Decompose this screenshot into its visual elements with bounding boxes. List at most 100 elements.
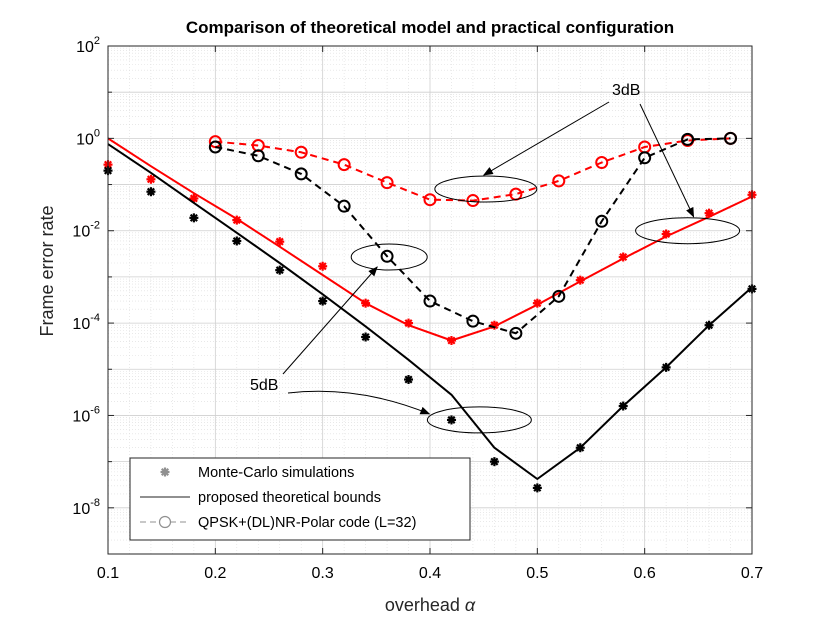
x-tick-label: 0.7 <box>741 565 763 582</box>
qpsk-dl-nr-polar-code-l-32-3db-point <box>337 158 351 172</box>
legend-box <box>129 457 471 541</box>
qpsk-dl-nr-polar-code-l-32-5db-point <box>595 214 609 228</box>
y-tick-label: 10-2 <box>72 220 100 241</box>
arrow-3db-a <box>482 101 610 176</box>
x-tick-label: 0.1 <box>97 565 119 582</box>
star-stroke <box>146 187 155 196</box>
y-tick-exponent: -8 <box>90 497 100 509</box>
qpsk-dl-nr-polar-code-l-32-5db-point <box>724 131 738 145</box>
qpsk-dl-nr-polar-code-l-32-5db-point <box>251 149 265 163</box>
proposed-theoretical-bounds-5db-line <box>107 143 753 480</box>
arrow-5db-a <box>282 266 378 375</box>
x-tick-label: 0.6 <box>634 565 656 582</box>
x-tick-label: 0.5 <box>526 565 548 582</box>
x-axis-label-symbol: α <box>465 595 476 615</box>
y-tick-exponent: -2 <box>90 220 100 232</box>
qpsk-dl-nr-polar-code-l-32-3db-point <box>380 176 394 190</box>
star-stroke <box>361 332 370 342</box>
monte-carlo-simulations-5db-point <box>275 265 285 275</box>
star-stroke <box>146 175 155 184</box>
legend-entry-polar: QPSK+(DL)NR-Polar code (L=32) <box>140 515 416 531</box>
y-axis-label: Frame error rate <box>37 205 57 336</box>
y-tick-exponent: 0 <box>94 127 100 139</box>
y-tick-label: 100 <box>76 127 100 148</box>
y-tick-base: 10 <box>76 131 94 148</box>
qpsk-dl-nr-polar-code-l-32-3db-point <box>294 145 308 159</box>
y-tick-base: 10 <box>72 408 90 425</box>
star-stroke <box>318 262 327 271</box>
qpsk-dl-nr-polar-code-l-32-5db-point <box>509 326 523 340</box>
star-stroke <box>490 457 499 466</box>
y-tick-label: 10-6 <box>72 404 100 425</box>
legend-label-polar: QPSK+(DL)NR-Polar code (L=32) <box>198 515 416 531</box>
qpsk-dl-nr-polar-code-l-32-5db-line <box>215 137 731 335</box>
star-stroke <box>447 415 456 424</box>
series-layer <box>103 131 757 493</box>
y-tick-label: 10-8 <box>72 497 100 518</box>
legend-entry-theoretical: proposed theoretical bounds <box>140 490 381 506</box>
monte-carlo-simulations-5db-point <box>361 332 371 342</box>
monte-carlo-simulations-3db-point <box>704 208 714 218</box>
qpsk-dl-nr-polar-code-l-32-5db-point <box>380 249 394 263</box>
annotation-layer <box>282 101 741 434</box>
arrow-5db-b <box>287 390 431 415</box>
ellipse-5db-b <box>426 406 532 434</box>
monte-carlo-simulations-5db-point <box>489 457 499 467</box>
y-tick-base: 10 <box>72 501 90 518</box>
qpsk-dl-nr-polar-code-l-32-5db-point <box>423 294 437 308</box>
monte-carlo-simulations-5db-point <box>532 483 542 493</box>
ellipse-3db-b <box>635 217 741 245</box>
qpsk-dl-nr-polar-code-l-32-3db-point <box>552 174 566 188</box>
star-stroke <box>318 297 327 306</box>
proposed-theoretical-bounds-3db-line <box>107 137 753 342</box>
monte-carlo-simulations-3db-point <box>275 237 285 247</box>
monte-carlo-simulations-5db-point <box>232 236 242 246</box>
legend-label-theoretical: proposed theoretical bounds <box>198 490 381 506</box>
monte-carlo-simulations-5db-point <box>146 187 156 197</box>
ellipse-3db-a <box>434 175 538 203</box>
star-stroke <box>662 229 671 239</box>
y-tick-exponent: -4 <box>90 312 100 324</box>
qpsk-dl-nr-polar-code-l-32-5db-point <box>681 132 695 146</box>
star-stroke <box>275 266 284 275</box>
qpsk-dl-nr-polar-code-l-32-5db-point <box>294 167 308 181</box>
qpsk-dl-nr-polar-code-l-32-5db-point <box>638 151 652 165</box>
annotation-3db: 3dB <box>612 82 640 99</box>
qpsk-dl-nr-polar-code-l-32-5db-point <box>552 289 566 303</box>
qpsk-dl-nr-polar-code-l-32-3db-point <box>466 194 480 208</box>
x-axis-label-text: overhead <box>385 595 460 615</box>
monte-carlo-simulations-5db-point <box>446 415 456 425</box>
y-tick-base: 10 <box>76 39 94 56</box>
legend-entry-monte-carlo: Monte-Carlo simulations <box>160 465 354 481</box>
monte-carlo-simulations-5db-point <box>404 375 414 385</box>
y-tick-base: 10 <box>72 316 90 333</box>
qpsk-dl-nr-polar-code-l-32-5db-point <box>466 314 480 328</box>
annotation-5db: 5dB <box>250 377 278 394</box>
monte-carlo-simulations-5db-point <box>189 213 199 223</box>
y-tick-exponent: 2 <box>94 35 100 47</box>
y-tick-label: 10-4 <box>72 312 100 333</box>
tick-layer: 0.1 0.2 0.3 0.4 0.5 0.6 0.710210010-210-410-61… <box>72 35 763 582</box>
star-stroke <box>404 375 413 384</box>
qpsk-dl-nr-polar-code-l-32-5db-point <box>208 140 222 154</box>
star-stroke <box>533 483 542 492</box>
star-stroke <box>189 213 198 222</box>
legend-star-glyph <box>160 467 170 477</box>
x-tick-label: 0.3 <box>312 565 334 582</box>
legend: Monte-Carlo simulations proposed theoret… <box>129 457 471 541</box>
legend-label-monte-carlo: Monte-Carlo simulations <box>198 465 354 481</box>
star-stroke <box>705 209 714 218</box>
x-tick-label: 0.2 <box>204 565 226 582</box>
monte-carlo-simulations-5db-point <box>318 296 328 306</box>
y-tick-label: 102 <box>76 35 100 56</box>
y-tick-base: 10 <box>72 224 90 241</box>
legend-star-marker <box>160 467 170 477</box>
x-tick-label: 0.4 <box>419 565 441 582</box>
arrow-3db-b <box>639 103 695 218</box>
monte-carlo-simulations-3db-point <box>318 261 328 271</box>
legend-circle-marker <box>158 515 172 529</box>
star-stroke <box>275 237 284 246</box>
x-axis-label: overhead α <box>385 595 476 615</box>
y-tick-exponent: -6 <box>90 404 100 416</box>
